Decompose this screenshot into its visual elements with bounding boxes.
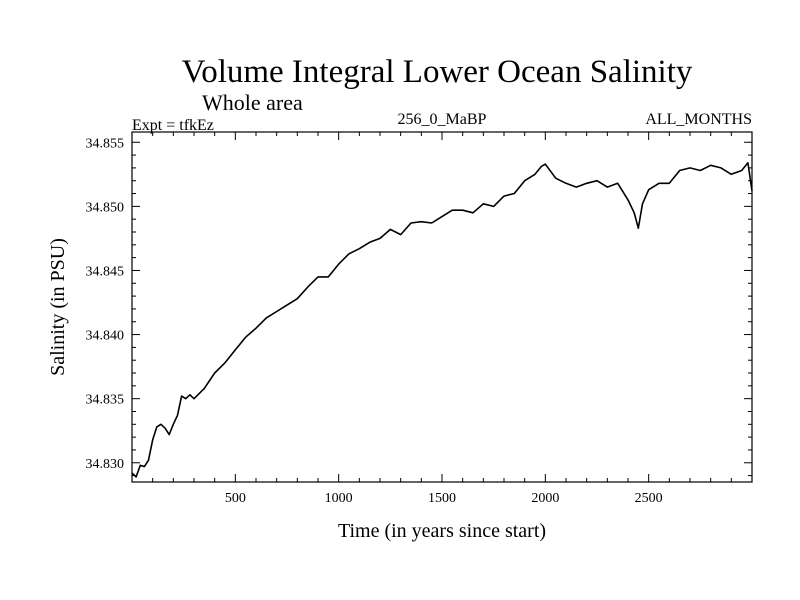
chart-subtitle: Whole area (202, 90, 303, 115)
period-label: ALL_MONTHS (645, 111, 752, 128)
y-tick-label: 34.840 (86, 329, 125, 344)
x-axis-label: Time (in years since start) (338, 520, 546, 542)
experiment-label: Expt = tfkEz (132, 117, 214, 134)
y-tick-label: 34.855 (86, 136, 125, 151)
plot-frame (131, 131, 753, 483)
y-tick-label: 34.845 (86, 264, 125, 279)
x-tick-label: 1000 (325, 491, 353, 506)
salinity-series-line (131, 162, 753, 478)
chart-title: Volume Integral Lower Ocean Salinity (182, 54, 693, 90)
plot-area: 500 1000 1500 2000 2500 34.830 34.835 34.840 34… (86, 131, 753, 506)
y-tick-label: 34.850 (86, 200, 125, 215)
x-axis: 500 1000 1500 2000 2500 (152, 132, 732, 506)
y-tick-label: 34.830 (86, 457, 125, 472)
y-tick-label: 34.835 (86, 393, 125, 408)
y-axis-label: Salinity (in PSU) (47, 238, 69, 376)
x-tick-label: 1500 (428, 491, 456, 506)
x-tick-label: 2500 (635, 491, 663, 506)
x-tick-label: 2000 (531, 491, 559, 506)
run-label: 256_0_MaBP (398, 111, 487, 128)
x-tick-label: 500 (225, 491, 246, 506)
